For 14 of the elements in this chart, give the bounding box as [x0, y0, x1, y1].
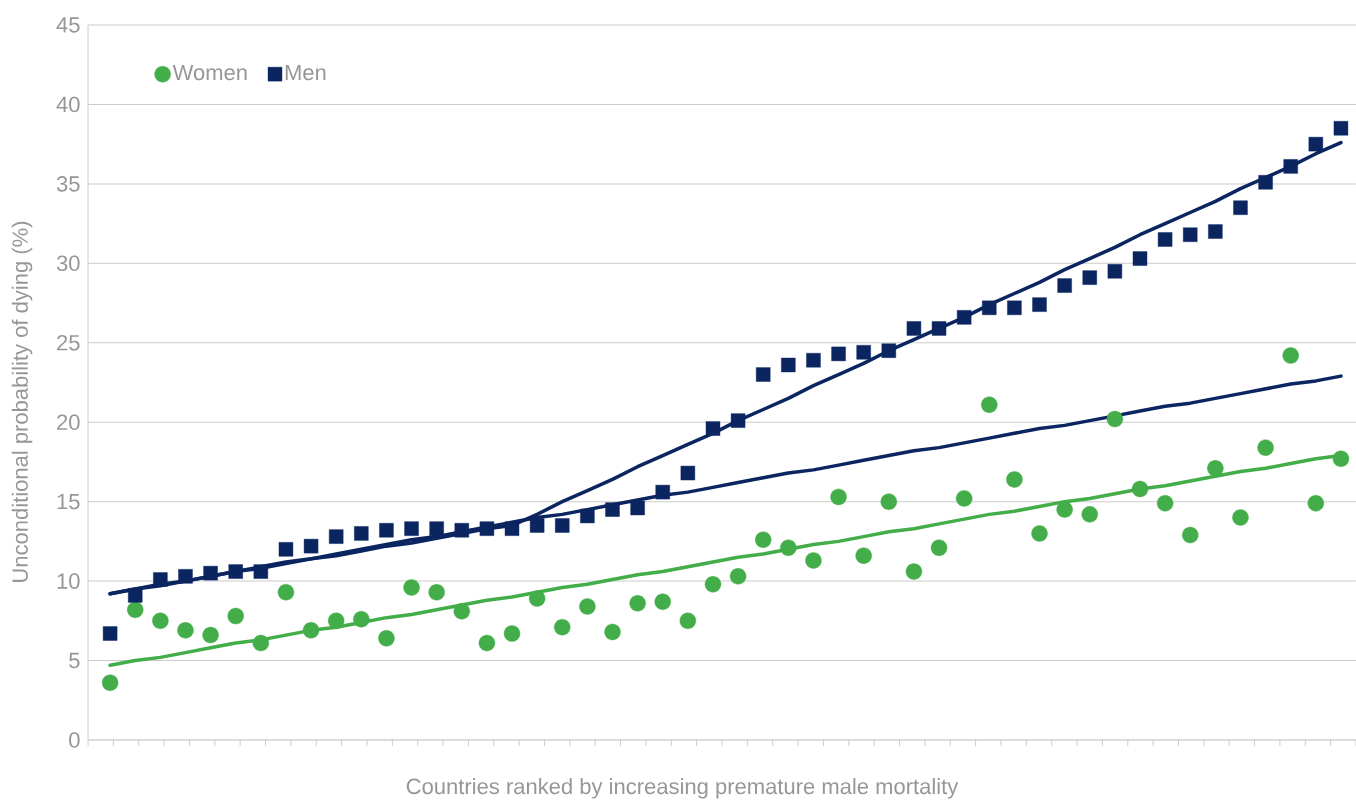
y-axis-title: Unconditional probability of dying (%)	[11, 221, 33, 582]
y-tick-label: 40	[56, 96, 80, 113]
y-tick-label: 25	[57, 334, 80, 351]
y-tick-label: 15	[57, 493, 80, 510]
y-tick-label: 0	[69, 732, 80, 748]
y-tick-label: 35	[56, 176, 80, 192]
y-tick-label: 20	[57, 414, 80, 430]
x-axis-title: Countries ranked by increasing premature male mortality	[406, 778, 959, 799]
y-tick-label: 45	[56, 17, 80, 33]
y-tick-label: 30	[56, 255, 80, 272]
legend-label: Women	[172, 64, 247, 81]
y-tick-label: 5	[69, 652, 80, 669]
y-tick-label: 10	[57, 573, 80, 589]
legend-label: Men	[285, 64, 326, 81]
